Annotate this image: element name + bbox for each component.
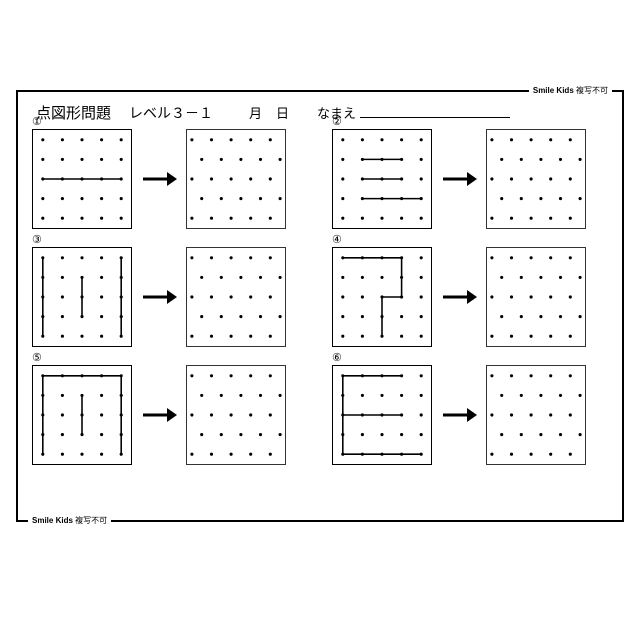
answer-grid[interactable] [486, 247, 586, 347]
answer-grid[interactable] [486, 365, 586, 465]
source-grid [332, 247, 432, 347]
name-line[interactable] [360, 104, 510, 118]
source-grid [332, 365, 432, 465]
problem-number: ⑥ [332, 351, 342, 364]
arrow-icon [438, 286, 480, 308]
problem-1: ① [32, 129, 308, 229]
source-grid [332, 129, 432, 229]
answer-grid[interactable] [186, 365, 286, 465]
problem-6: ⑥ [332, 365, 608, 465]
arrow-icon [138, 404, 180, 426]
copy-notice-bottom: 複写不可 [75, 516, 107, 525]
answer-grid[interactable] [186, 247, 286, 347]
header-row: 点図形問題 レベル３－１ 月 日 なまえ [32, 102, 608, 123]
problem-number: ③ [32, 233, 42, 246]
source-grid [32, 247, 132, 347]
brand-text-bottom: Smile Kids [32, 516, 73, 525]
arrow-icon [138, 286, 180, 308]
worksheet-title: 点図形問題 [36, 102, 111, 123]
brand-bottom: Smile Kids 複写不可 [28, 515, 111, 526]
problem-3: ③ [32, 247, 308, 347]
worksheet-page: Smile Kids 複写不可 点図形問題 レベル３－１ 月 日 なまえ ①②③… [16, 90, 624, 522]
answer-grid[interactable] [186, 129, 286, 229]
month-label: 月 [249, 103, 262, 122]
problems-grid: ①②③④⑤⑥ [32, 129, 608, 465]
copy-notice-top: 複写不可 [576, 86, 608, 95]
problem-number: ① [32, 115, 42, 128]
problem-4: ④ [332, 247, 608, 347]
arrow-icon [138, 168, 180, 190]
arrow-icon [438, 404, 480, 426]
problem-number: ④ [332, 233, 342, 246]
brand-text: Smile Kids [533, 86, 574, 95]
brand-top: Smile Kids 複写不可 [529, 85, 612, 96]
source-grid [32, 129, 132, 229]
arrow-icon [438, 168, 480, 190]
problem-5: ⑤ [32, 365, 308, 465]
problem-2: ② [332, 129, 608, 229]
date-field: 月 日 [249, 103, 289, 122]
name-field: なまえ [317, 103, 510, 122]
problem-number: ⑤ [32, 351, 42, 364]
source-grid [32, 365, 132, 465]
day-label: 日 [276, 103, 289, 122]
worksheet-level: レベル３－１ [129, 103, 213, 123]
answer-grid[interactable] [486, 129, 586, 229]
problem-number: ② [332, 115, 342, 128]
